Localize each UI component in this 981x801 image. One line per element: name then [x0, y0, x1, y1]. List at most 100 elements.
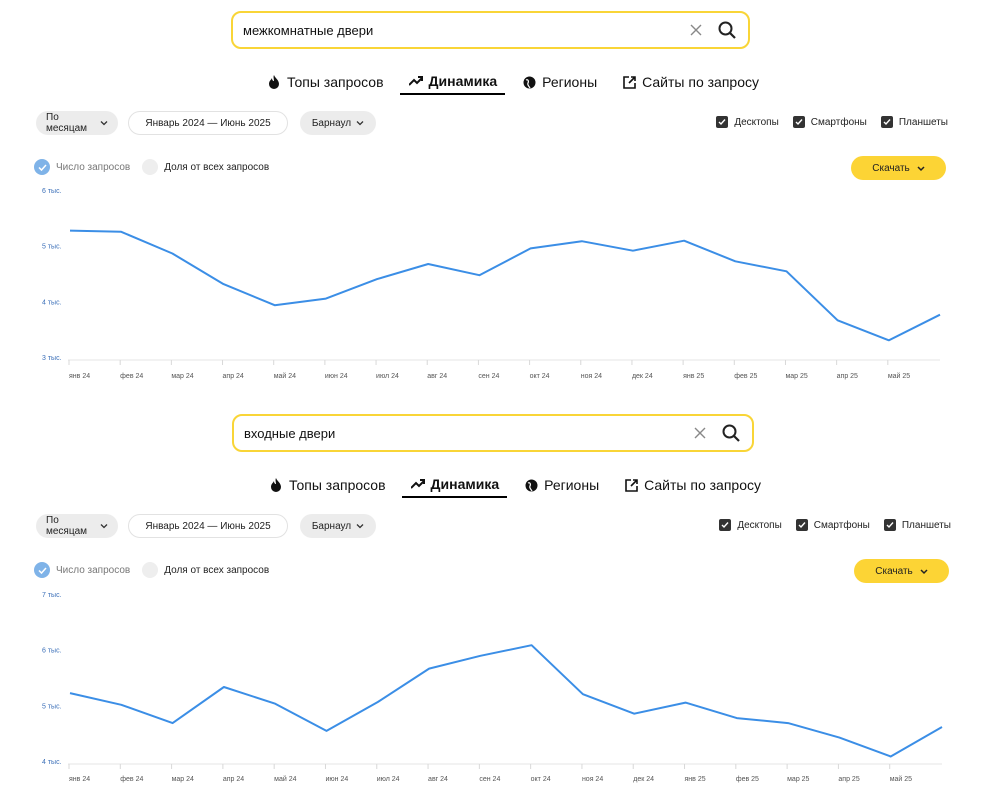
tab-top-queries[interactable]: Топы запросов	[260, 472, 394, 498]
metric-count[interactable]: Число запросов	[34, 562, 130, 578]
x-tick-label: окт 24	[531, 776, 551, 783]
y-tick-label: 7 тыс.	[42, 592, 62, 599]
device-smartphone[interactable]: Смартфоны	[792, 116, 867, 128]
x-tick-label: янв 25	[683, 373, 704, 380]
tab-sites[interactable]: Сайты по запросу	[615, 472, 769, 498]
data-point[interactable]	[425, 261, 431, 267]
device-desktop[interactable]: Десктопы	[716, 116, 779, 128]
external-link-icon	[621, 74, 637, 90]
search-input[interactable]: межкомнатные двери	[243, 22, 374, 38]
data-point[interactable]	[272, 302, 278, 308]
x-tick-label: янв 24	[69, 373, 90, 380]
metric-count[interactable]: Число запросов	[34, 159, 130, 175]
empty-circle-icon[interactable]	[142, 159, 159, 175]
data-point[interactable]	[169, 250, 175, 256]
data-point[interactable]	[67, 228, 73, 234]
metric-label: Число запросов	[56, 564, 131, 576]
data-point[interactable]	[937, 312, 943, 318]
series-line[interactable]	[69, 229, 941, 342]
region-label: Барнаул	[311, 117, 352, 129]
trend-icon	[408, 73, 424, 89]
data-point[interactable]	[683, 700, 689, 706]
checkbox-checked-icon[interactable]	[883, 519, 896, 531]
device-label: Десктопы	[734, 116, 779, 128]
tab-dynamics[interactable]: Динамика	[399, 69, 506, 95]
data-point[interactable]	[375, 699, 381, 705]
tab-top-queries[interactable]: Топы запросов	[258, 69, 392, 95]
checkbox-checked-icon[interactable]	[795, 519, 808, 531]
check-circle-icon[interactable]	[34, 159, 50, 175]
data-point[interactable]	[221, 281, 227, 287]
tab-regions[interactable]: Регионы	[513, 69, 605, 95]
data-point[interactable]	[734, 715, 740, 721]
chevron-down-icon	[100, 522, 108, 530]
checkbox-checked-icon[interactable]	[716, 116, 729, 128]
data-point[interactable]	[888, 754, 894, 760]
data-point[interactable]	[118, 702, 124, 708]
device-smartphone[interactable]: Смартфоны	[795, 519, 870, 531]
x-tick-label: мар 24	[171, 373, 193, 380]
device-tablet[interactable]: Планшеты	[880, 116, 948, 128]
tab-sites[interactable]: Сайты по запросу	[613, 69, 767, 95]
clear-icon[interactable]	[686, 20, 706, 40]
data-point[interactable]	[681, 238, 687, 244]
data-point[interactable]	[477, 653, 483, 659]
device-label: Смартфоны	[810, 116, 867, 128]
data-point[interactable]	[272, 701, 278, 707]
download-button[interactable]: Скачать	[851, 156, 946, 180]
tab-label: Сайты по запросу	[644, 477, 761, 493]
search-box[interactable]: межкомнатные двери	[231, 11, 750, 49]
search-input[interactable]: входные двери	[244, 425, 336, 441]
metric-share[interactable]: Доля от всех запросов	[142, 159, 269, 175]
external-link-icon	[623, 477, 639, 493]
data-point[interactable]	[835, 317, 841, 323]
data-point[interactable]	[836, 735, 842, 741]
series-line[interactable]	[69, 644, 943, 758]
tab-regions[interactable]: Регионы	[515, 472, 607, 498]
metric-share[interactable]: Доля от всех запросов	[142, 562, 269, 578]
region-select[interactable]: Барнаул	[300, 514, 376, 538]
data-point[interactable]	[528, 245, 534, 251]
empty-circle-icon[interactable]	[142, 562, 159, 578]
checkbox-checked-icon[interactable]	[880, 116, 893, 128]
date-range-picker[interactable]: Январь 2024 — Июнь 2025	[128, 514, 288, 538]
device-desktop[interactable]: Десктопы	[719, 519, 782, 531]
data-point[interactable]	[118, 229, 124, 235]
data-point[interactable]	[886, 337, 892, 343]
data-point[interactable]	[529, 642, 535, 648]
clear-icon[interactable]	[690, 423, 710, 443]
check-circle-icon[interactable]	[34, 562, 50, 578]
search-volume-chart: 4 тыс. 5 тыс. 6 тыс. 7 тыс. янв 24 фев 24 мар …	[42, 592, 945, 783]
data-point[interactable]	[323, 296, 329, 302]
search-icon[interactable]	[720, 422, 742, 444]
data-point[interactable]	[732, 258, 738, 264]
data-point[interactable]	[67, 690, 73, 696]
checkbox-checked-icon[interactable]	[719, 519, 732, 531]
data-point[interactable]	[323, 728, 329, 734]
search-icon[interactable]	[716, 19, 738, 41]
search-box[interactable]: входные двери	[232, 414, 754, 452]
data-point[interactable]	[170, 720, 176, 726]
date-range-picker[interactable]: Январь 2024 — Июнь 2025	[128, 111, 288, 135]
x-tick-label: окт 24	[530, 373, 550, 380]
download-button[interactable]: Скачать	[854, 559, 949, 583]
period-select[interactable]: По месяцам	[36, 111, 118, 135]
device-tablet[interactable]: Планшеты	[883, 519, 951, 531]
region-select[interactable]: Барнаул	[300, 111, 376, 135]
data-point[interactable]	[374, 276, 380, 282]
data-point[interactable]	[783, 268, 789, 274]
tab-dynamics[interactable]: Динамика	[401, 472, 508, 498]
data-point[interactable]	[476, 272, 482, 278]
data-point[interactable]	[221, 684, 227, 690]
tab-label: Топы запросов	[287, 74, 384, 90]
data-point[interactable]	[630, 248, 636, 254]
period-select[interactable]: По месяцам	[36, 514, 118, 538]
checkbox-checked-icon[interactable]	[792, 116, 805, 128]
data-point[interactable]	[580, 691, 586, 697]
data-point[interactable]	[785, 720, 791, 726]
metric-toggle: Число запросов Доля от всех запросов	[34, 562, 269, 578]
data-point[interactable]	[939, 724, 945, 730]
data-point[interactable]	[579, 238, 585, 244]
data-point[interactable]	[631, 711, 637, 717]
data-point[interactable]	[426, 666, 432, 672]
